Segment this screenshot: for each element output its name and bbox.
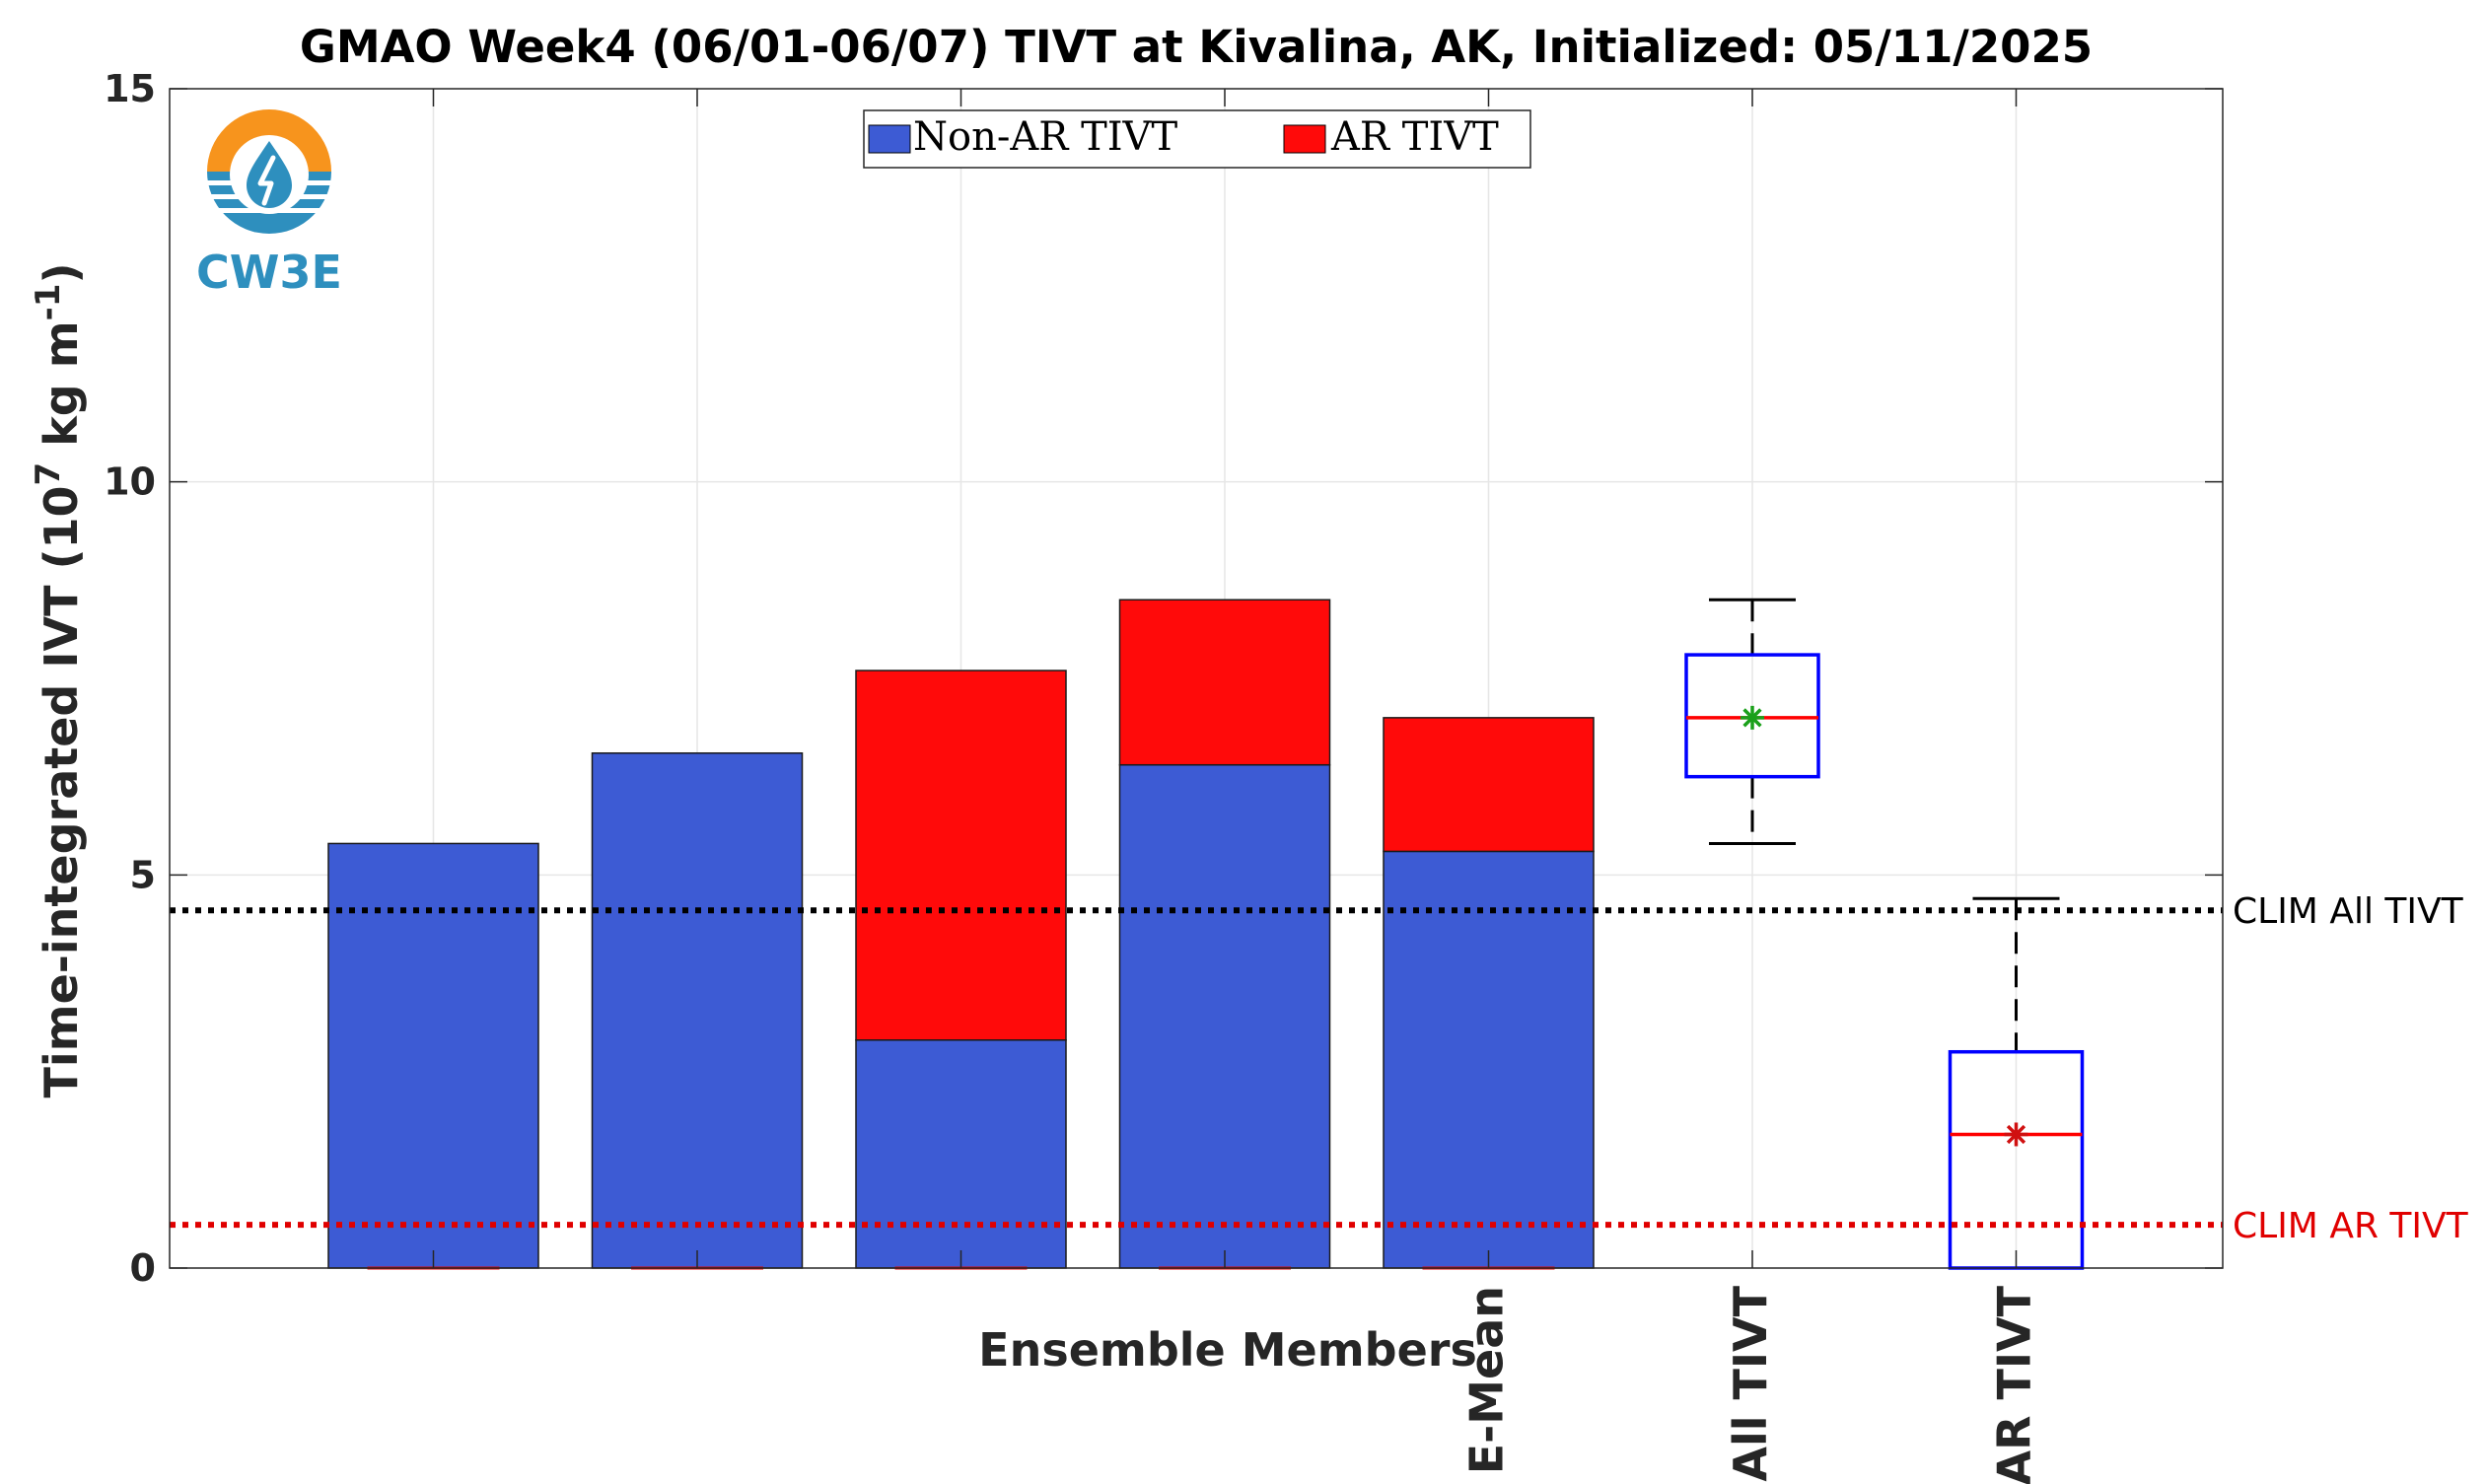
x-tick-label: AR TIVT — [1988, 1285, 2041, 1484]
legend-box — [863, 109, 1531, 169]
bar-ar — [855, 670, 1067, 1041]
plot-border — [169, 88, 2224, 1269]
legend: Non-AR TIVT AR TIVT — [863, 109, 1531, 169]
box-mean-marker — [2004, 1122, 2028, 1147]
y-axis-label-unit-exp: -1 — [29, 284, 68, 321]
y-tick-label: 0 — [130, 1246, 156, 1290]
x-tick-label: All TIVT — [1724, 1285, 1777, 1481]
logo-text: CW3E — [196, 246, 342, 299]
y-tick-labels: 0 5 10 15 — [104, 67, 2223, 1290]
y-axis-label: Time-integrated IVT (107 kg m-1) — [29, 263, 88, 1098]
y-axis-label-unit: kg m — [35, 320, 88, 461]
x-tick-label: E-Mean — [1460, 1286, 1514, 1474]
bar-ar — [1383, 717, 1595, 853]
bar-ar — [1118, 599, 1331, 766]
mean-marker-stroke — [2006, 1124, 2026, 1145]
legend-swatch-ar — [1283, 124, 1326, 154]
chart-title: GMAO Week4 (06/01-06/07) TIVT at Kivalin… — [300, 21, 2093, 73]
reference-lines-group: CLIM All TIVT CLIM AR TIVT — [170, 891, 2469, 1246]
y-tick-label: 15 — [104, 67, 156, 110]
y-axis-label-main: Time-integrated IVT (10 — [35, 485, 88, 1097]
y-axis-label-exp: 7 — [29, 462, 68, 486]
x-tick-labels: E-Mean All TIVT AR TIVT — [1460, 1285, 2041, 1484]
legend-label-ar: AR TIVT — [1330, 114, 1499, 160]
water-drop-icon — [247, 141, 292, 208]
mean-marker-stroke — [1742, 708, 1762, 728]
y-tick-label: 10 — [104, 460, 156, 504]
y-tick-label: 5 — [130, 853, 156, 896]
bar-non-ar — [1118, 763, 1331, 1269]
lightning-bolt-icon — [257, 155, 276, 206]
box-mean-marker — [1741, 705, 1764, 730]
clim-ar-label: CLIM AR TIVT — [2233, 1206, 2469, 1246]
clim-all-label: CLIM All TIVT — [2233, 891, 2464, 932]
x-axis-label: Ensemble Members — [978, 1323, 1477, 1377]
cw3e-logo: CW3E — [196, 109, 342, 299]
legend-label-non-ar: Non-AR TIVT — [913, 114, 1177, 160]
bar-non-ar — [855, 1039, 1067, 1269]
y-axis-label-close: ) — [35, 263, 88, 284]
box-iqr — [1684, 653, 1820, 779]
bars-group — [327, 599, 1595, 1270]
bar-non-ar — [327, 842, 539, 1269]
legend-swatch-non-ar — [868, 124, 911, 154]
boxplots-group — [1684, 598, 2085, 1270]
bar-non-ar — [1383, 850, 1595, 1269]
bar-non-ar — [591, 751, 804, 1269]
